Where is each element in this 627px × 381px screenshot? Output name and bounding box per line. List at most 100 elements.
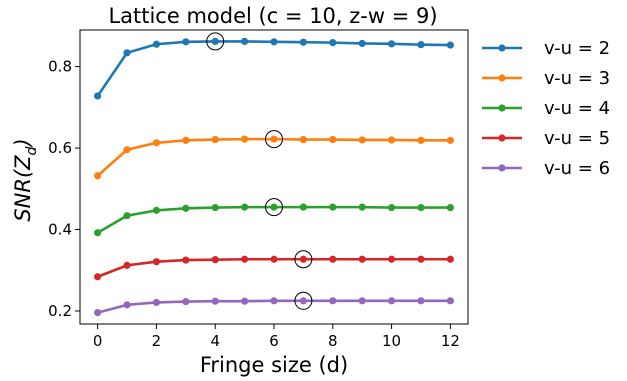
data-point bbox=[182, 204, 190, 212]
data-point bbox=[152, 298, 161, 307]
y-tick-label: 0.6 bbox=[48, 139, 72, 157]
data-point bbox=[270, 38, 278, 46]
data-point bbox=[387, 40, 396, 48]
series-line bbox=[96, 40, 451, 97]
data-point bbox=[417, 255, 425, 263]
data-point bbox=[299, 203, 307, 211]
legend-label: v-u = 4 bbox=[544, 98, 610, 119]
data-point bbox=[123, 146, 131, 154]
data-point bbox=[182, 256, 190, 264]
data-point bbox=[329, 297, 337, 305]
y-tick-label: 0.2 bbox=[48, 302, 72, 320]
data-point bbox=[270, 135, 278, 143]
data-point bbox=[329, 203, 337, 211]
data-point bbox=[446, 297, 454, 305]
data-point bbox=[94, 273, 102, 281]
legend-label: v-u = 3 bbox=[544, 68, 610, 89]
data-point bbox=[241, 37, 249, 46]
data-point bbox=[446, 136, 454, 144]
data-point bbox=[94, 308, 102, 317]
data-point bbox=[329, 255, 337, 263]
data-point bbox=[211, 135, 219, 144]
data-point bbox=[270, 255, 278, 263]
series-1 bbox=[94, 32, 454, 100]
data-point bbox=[387, 297, 396, 305]
x-tick-label: 0 bbox=[93, 332, 103, 350]
legend-marker bbox=[498, 104, 506, 112]
legend-label: v-u = 6 bbox=[544, 158, 610, 179]
data-point bbox=[182, 38, 190, 46]
data-point bbox=[329, 39, 337, 47]
axes-frame bbox=[79, 29, 469, 325]
legend-item: v-u = 4 bbox=[482, 98, 610, 119]
series-4 bbox=[94, 250, 454, 281]
data-point bbox=[241, 255, 249, 263]
series-line bbox=[96, 205, 451, 234]
max-marker bbox=[206, 32, 225, 51]
legend-item: v-u = 6 bbox=[482, 158, 610, 179]
legend-label: v-u = 5 bbox=[544, 128, 610, 149]
max-marker bbox=[294, 291, 313, 310]
data-point bbox=[123, 301, 131, 309]
data-point bbox=[387, 136, 396, 144]
data-point bbox=[94, 92, 102, 100]
data-point bbox=[299, 38, 307, 46]
max-marker bbox=[265, 130, 283, 149]
data-point bbox=[446, 203, 454, 212]
series-5 bbox=[94, 291, 454, 317]
data-point bbox=[299, 135, 307, 144]
data-point bbox=[417, 136, 425, 144]
legend-item: v-u = 2 bbox=[482, 38, 610, 59]
legend-item: v-u = 5 bbox=[482, 128, 610, 149]
data-point bbox=[152, 40, 161, 48]
data-point bbox=[358, 136, 366, 144]
data-point bbox=[211, 297, 219, 305]
x-tick-label: 6 bbox=[269, 332, 279, 350]
series-3 bbox=[94, 198, 454, 237]
data-point bbox=[446, 41, 454, 49]
data-point bbox=[387, 203, 396, 212]
data-point bbox=[299, 297, 307, 305]
data-point bbox=[358, 39, 366, 48]
data-point bbox=[211, 256, 219, 264]
data-point bbox=[446, 255, 454, 263]
legend-marker bbox=[498, 74, 506, 82]
x-tick-label: 4 bbox=[210, 332, 220, 350]
x-tick-label: 12 bbox=[441, 332, 460, 350]
legend-marker bbox=[498, 164, 506, 172]
data-point bbox=[182, 298, 190, 306]
x-tick-label: 8 bbox=[328, 332, 338, 350]
series-line bbox=[96, 137, 451, 177]
data-point bbox=[329, 135, 337, 144]
legend-marker bbox=[498, 44, 506, 52]
data-point bbox=[417, 203, 425, 212]
y-axis-title: SNR(Zd) bbox=[11, 138, 40, 221]
legend: v-u = 2 v-u = 3 v-u = 4 v-u = 5 v-u = 6 bbox=[482, 38, 610, 179]
data-point bbox=[211, 203, 219, 212]
data-point bbox=[94, 172, 102, 180]
max-marker bbox=[294, 250, 313, 269]
data-point bbox=[387, 255, 396, 263]
legend-label: v-u = 2 bbox=[544, 38, 610, 59]
y-axis-title-sub: d bbox=[24, 146, 40, 155]
chart-title: Lattice model (c = 10, z-w = 9) bbox=[108, 4, 437, 28]
legend-item: v-u = 3 bbox=[482, 68, 610, 89]
series-2 bbox=[94, 130, 454, 180]
data-point bbox=[211, 37, 219, 46]
data-point bbox=[123, 49, 131, 57]
data-point bbox=[358, 297, 366, 305]
data-point bbox=[152, 139, 161, 147]
data-point bbox=[358, 203, 366, 211]
max-marker bbox=[265, 198, 283, 217]
data-point bbox=[241, 135, 249, 143]
data-point bbox=[123, 212, 131, 220]
data-point bbox=[270, 203, 278, 211]
y-tick-label: 0.4 bbox=[48, 221, 72, 239]
x-tick-label: 2 bbox=[152, 332, 162, 350]
data-point bbox=[123, 261, 131, 269]
y-axis-title-close: ) bbox=[11, 138, 35, 148]
x-axis-title: Fringe size (d) bbox=[200, 353, 348, 377]
x-tick-label: 10 bbox=[382, 332, 401, 350]
data-point bbox=[241, 297, 249, 305]
